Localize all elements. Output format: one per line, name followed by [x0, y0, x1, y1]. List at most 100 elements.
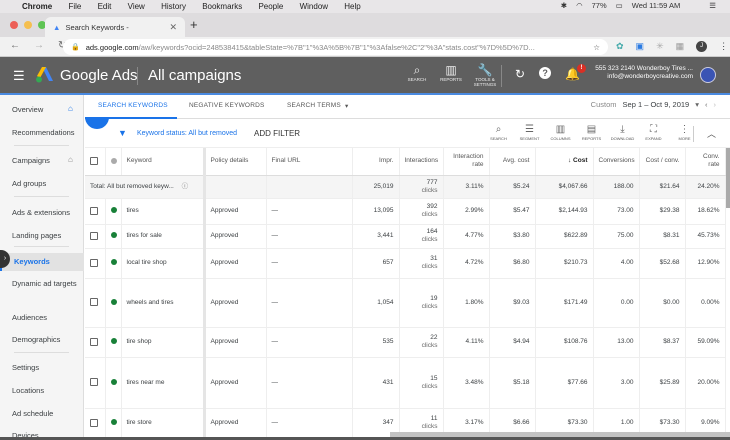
download-button[interactable]: ⤓ DOWNLOAD [607, 123, 638, 141]
zoom-window-button[interactable] [38, 21, 46, 29]
menu-history[interactable]: History [161, 2, 186, 11]
previous-period-icon[interactable]: ‹ [705, 100, 708, 109]
column-conversions[interactable]: Conversions [593, 148, 640, 176]
back-icon[interactable]: ← [10, 40, 20, 51]
status-enabled-dot[interactable] [105, 248, 122, 279]
menu-window[interactable]: Window [299, 2, 329, 11]
row-checkbox[interactable] [85, 248, 106, 279]
segment-button[interactable]: ☰ SEGMENT [514, 123, 545, 141]
row-checkbox[interactable] [85, 327, 106, 358]
final-url-cell[interactable]: — [266, 278, 353, 328]
refresh-icon[interactable]: ↻ [515, 67, 526, 81]
wifi-icon[interactable]: ◠ [576, 1, 583, 10]
final-url-cell[interactable]: — [266, 198, 353, 225]
date-range-picker[interactable]: Custom Sep 1 – Oct 9, 2019 ▾ ‹ › [591, 100, 716, 109]
keyword-cell[interactable]: tires for sale [121, 224, 206, 249]
row-checkbox[interactable] [85, 357, 106, 409]
menu-edit[interactable]: Edit [97, 2, 112, 11]
next-period-icon[interactable]: › [713, 100, 717, 109]
keyword-status-filter[interactable]: Keyword status: All but removed [137, 130, 237, 137]
brand-name[interactable]: Google Ads [60, 67, 138, 84]
sidebar-item-demographics[interactable]: Demographics [12, 335, 61, 344]
url-field[interactable]: 🔒 ads.google.com /aw/keywords?ocid=24853… [63, 39, 608, 55]
sidebar-item-recommendations[interactable]: Recommendations [12, 128, 75, 137]
status-enabled-dot[interactable] [105, 327, 122, 358]
row-checkbox[interactable] [85, 278, 106, 328]
filter-icon[interactable]: ▼ [118, 128, 127, 138]
sidebar-item-dynamic-ad-targets[interactable]: Dynamic ad targets [12, 279, 77, 288]
search-button[interactable]: ⌕ SEARCH [400, 63, 434, 87]
column-cost[interactable]: ↓ Cost [535, 148, 594, 176]
extension-icon[interactable]: ✿ [616, 41, 624, 51]
bookmark-star-icon[interactable]: ☆ [593, 42, 600, 52]
keyword-cell[interactable]: tires near me [121, 357, 206, 409]
extension-icon[interactable]: ▣ [635, 41, 645, 51]
column-impressions[interactable]: Impr. [352, 148, 400, 176]
table-search-button[interactable]: ⌕ SEARCH [483, 123, 514, 141]
column-final-url[interactable]: Final URL [266, 148, 353, 176]
status-enabled-dot[interactable] [105, 224, 122, 249]
browser-tab[interactable]: ▲ Search Keywords - ✕ [45, 17, 185, 37]
column-keyword[interactable]: Keyword [121, 148, 206, 176]
row-checkbox[interactable] [85, 224, 106, 249]
status-enabled-dot[interactable] [105, 278, 122, 328]
status-enabled-dot[interactable] [105, 408, 122, 439]
profile-avatar[interactable]: J [696, 41, 708, 52]
extension-icon[interactable]: ▦ [675, 41, 685, 51]
menu-file[interactable]: File [68, 2, 82, 11]
column-conv-rate[interactable]: Conv. rate [685, 148, 726, 176]
clock[interactable]: Wed 11:59 AM [631, 1, 681, 10]
final-url-cell[interactable]: — [266, 224, 353, 249]
sidebar-item-audiences[interactable]: Audiences [12, 313, 48, 322]
sidebar-item-keywords[interactable]: Keywords [0, 253, 84, 271]
reports-button[interactable]: ▤ REPORTS [576, 123, 607, 141]
column-cost-per-conv[interactable]: Cost / conv. [639, 148, 686, 176]
expand-button[interactable]: ⛶ EXPAND [638, 123, 669, 141]
notification-center-icon[interactable]: ☰ [709, 1, 716, 10]
keyword-cell[interactable]: tire shop [121, 327, 206, 358]
date-dropdown-icon[interactable]: ▾ [695, 100, 699, 109]
sidebar-item-campaigns[interactable]: Campaigns [12, 156, 50, 165]
row-checkbox[interactable] [85, 198, 106, 225]
sidebar-item-settings[interactable]: Settings [12, 363, 40, 372]
more-button[interactable]: ⋮ MORE [669, 123, 700, 141]
sidebar-expand-button[interactable]: › [0, 250, 10, 268]
tab-search-terms[interactable]: SEARCH TERMS [287, 102, 341, 109]
menu-view[interactable]: View [127, 2, 145, 11]
menu-app[interactable]: Chrome [22, 2, 53, 11]
vertical-scrollbar[interactable] [726, 148, 730, 208]
menu-people[interactable]: People [258, 2, 284, 11]
status-enabled-dot[interactable] [105, 357, 122, 409]
hamburger-menu-icon[interactable]: ☰ [13, 68, 25, 83]
final-url-cell[interactable]: — [266, 357, 353, 409]
new-tab-button[interactable]: + [190, 17, 198, 32]
keyword-cell[interactable]: tire store [121, 408, 206, 439]
close-window-button[interactable] [10, 21, 18, 29]
sidebar-item-landing-pages[interactable]: Landing pages [12, 231, 62, 240]
final-url-cell[interactable]: — [266, 408, 353, 439]
scope-title[interactable]: All campaigns [148, 67, 242, 84]
search-terms-dropdown-icon[interactable]: ▾ [345, 103, 349, 110]
notifications-bell-icon[interactable]: 🔔! [565, 64, 587, 81]
keyword-cell[interactable]: wheels and tires [121, 278, 206, 328]
column-avg-cost[interactable]: Avg. cost [489, 148, 536, 176]
tools-settings-button[interactable]: 🔧 TOOLS & SETTINGS [468, 63, 502, 87]
sidebar-item-overview[interactable]: Overview [12, 105, 44, 114]
row-checkbox[interactable] [85, 408, 106, 439]
sidebar-item-ad-schedule[interactable]: Ad schedule [12, 409, 54, 418]
reports-button[interactable]: ▥ REPORTS [434, 63, 468, 87]
columns-button[interactable]: ▥ COLUMNS [545, 123, 576, 141]
column-policy-details[interactable]: Policy details [204, 148, 267, 176]
keyword-cell[interactable]: local tire shop [121, 248, 206, 279]
tab-negative-keywords[interactable]: NEGATIVE KEYWORDS [189, 102, 265, 109]
menu-bookmarks[interactable]: Bookmarks [202, 2, 243, 11]
sidebar-item-ad-groups[interactable]: Ad groups [12, 179, 47, 188]
reload-icon[interactable]: ↻ [58, 40, 66, 51]
add-filter-button[interactable]: ADD FILTER [254, 129, 301, 138]
sidebar-item-devices[interactable]: Devices [12, 431, 39, 440]
forward-icon[interactable]: → [34, 40, 44, 51]
sidebar-item-ads-extensions[interactable]: Ads & extensions [12, 208, 70, 217]
extension-icon[interactable]: ✳ [656, 41, 664, 51]
bluetooth-icon[interactable]: ✱ [560, 1, 568, 10]
account-avatar[interactable] [700, 67, 716, 83]
